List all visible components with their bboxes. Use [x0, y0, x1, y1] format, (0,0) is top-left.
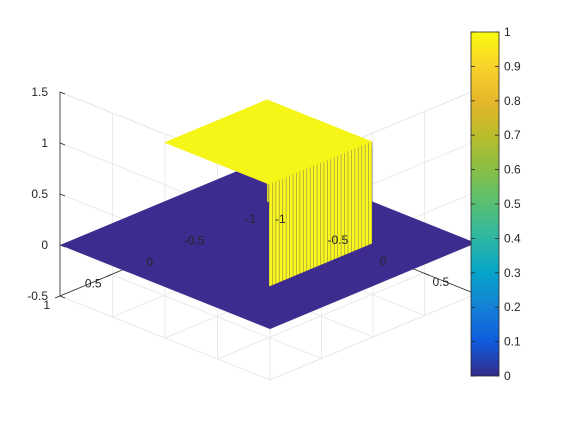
- colorbar-tick-label: 0.4: [504, 231, 521, 245]
- colorbar-tick-label: 1: [504, 25, 511, 39]
- colorbar: 0 0.1 0.2 0.3 0.4 0.5 0.6 0.7 0.8 0.9 1: [470, 25, 521, 383]
- colorbar-tick-label: 0.8: [504, 94, 521, 108]
- z-tick-label: 1: [41, 136, 48, 150]
- colorbar-tick-label: 0.6: [504, 163, 521, 177]
- surface-mesh: [60, 99, 476, 329]
- colorbar-scale: [470, 31, 500, 377]
- y-tick-label: 0.5: [85, 277, 102, 291]
- x-tick-label: 0.5: [433, 275, 450, 289]
- y-tick-label: 1: [43, 298, 50, 312]
- x-tick-label: 0: [380, 254, 387, 268]
- y-tick-label: -1: [245, 212, 256, 226]
- colorbar-tick-label: 0.3: [504, 266, 521, 280]
- z-tick-mark: [59, 193, 66, 197]
- x-tick-mark: [423, 272, 429, 276]
- surface-side-wall: [268, 141, 373, 287]
- grid-line: [269, 293, 477, 381]
- surface-plateau-top: [164, 99, 372, 185]
- colorbar-tick-label: 0: [504, 369, 511, 383]
- tick-labels: -1-0.500.51-1-0.500.51-0.500.511.5: [27, 85, 492, 312]
- z-tick-label: 0.5: [31, 187, 48, 201]
- colorbar-tick-label: 0.9: [504, 59, 521, 73]
- grid-line: [59, 295, 271, 381]
- colorbar-tick-label: 0.7: [504, 128, 521, 142]
- y-tick-mark: [54, 295, 61, 299]
- colorbar-tick-label: 0.1: [504, 335, 521, 349]
- z-tick-mark: [59, 295, 66, 299]
- y-tick-label: 0: [146, 255, 153, 269]
- y-tick-label: -0.5: [184, 234, 205, 248]
- z-tick-label: 0: [41, 238, 48, 252]
- colorbar-tick-label: 0.2: [504, 300, 521, 314]
- grid-line: [111, 274, 322, 359]
- z-tick-mark: [59, 142, 66, 146]
- z-tick-mark: [59, 91, 66, 95]
- colorbar-tick-label: 0.5: [504, 197, 521, 211]
- z-tick-label: 1.5: [31, 85, 48, 99]
- x-tick-label: -1: [275, 212, 286, 226]
- z-tick-label: -0.5: [27, 289, 48, 303]
- x-tick-label: -0.5: [328, 233, 349, 247]
- y-tick-mark: [106, 274, 112, 277]
